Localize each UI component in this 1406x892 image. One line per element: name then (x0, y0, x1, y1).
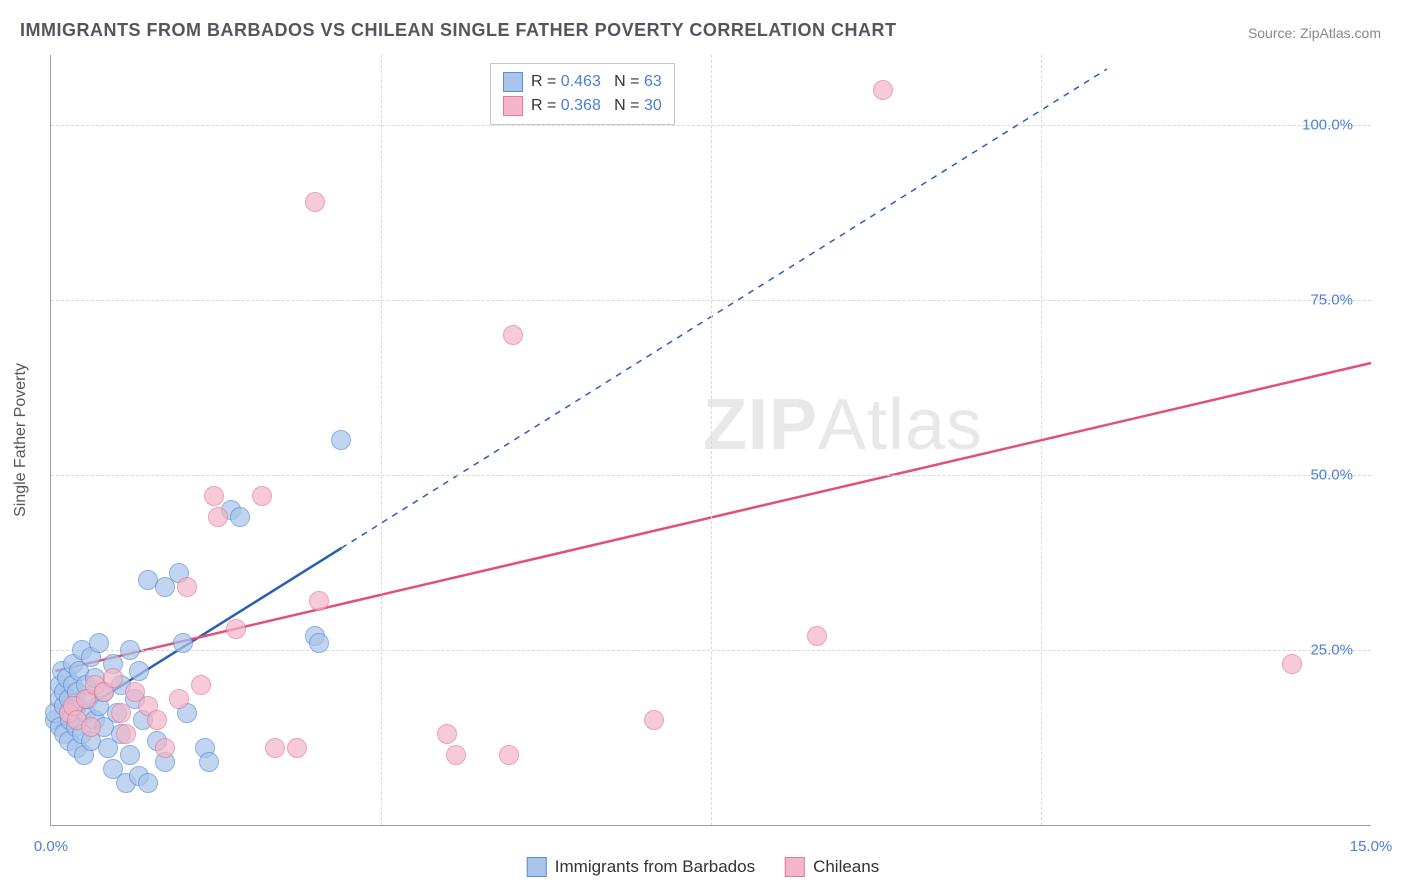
data-point (111, 703, 131, 723)
data-point (230, 507, 250, 527)
data-point (305, 192, 325, 212)
data-point (503, 325, 523, 345)
data-point (499, 745, 519, 765)
x-tick-label: 0.0% (34, 838, 68, 855)
y-tick-label: 100.0% (1302, 117, 1353, 134)
gridline-vertical (381, 55, 382, 825)
data-point (265, 738, 285, 758)
gridline-vertical (711, 55, 712, 825)
data-point (287, 738, 307, 758)
data-point (89, 633, 109, 653)
data-point (1282, 654, 1302, 674)
legend-label: Immigrants from Barbados (555, 857, 755, 877)
data-point (116, 724, 136, 744)
data-point (103, 668, 123, 688)
correlation-stats-legend: R = 0.463 N = 63 R = 0.368 N = 30 (490, 63, 675, 125)
legend-item: Immigrants from Barbados (527, 857, 755, 877)
data-point (191, 675, 211, 695)
data-point (199, 752, 219, 772)
data-point (177, 577, 197, 597)
y-axis-title: Single Father Poverty (12, 363, 30, 517)
data-point (147, 710, 167, 730)
chart-title: IMMIGRANTS FROM BARBADOS VS CHILEAN SING… (20, 20, 897, 41)
data-point (208, 507, 228, 527)
legend-stats-text: R = 0.368 N = 30 (531, 97, 662, 115)
data-point (807, 626, 827, 646)
legend-item: Chileans (785, 857, 879, 877)
legend-row: R = 0.463 N = 63 (503, 70, 662, 94)
y-tick-label: 25.0% (1310, 642, 1353, 659)
series-legend: Immigrants from Barbados Chileans (527, 857, 879, 877)
data-point (437, 724, 457, 744)
data-point (309, 591, 329, 611)
data-point (252, 486, 272, 506)
data-point (331, 430, 351, 450)
data-point (204, 486, 224, 506)
data-point (129, 661, 149, 681)
gridline-vertical (1041, 55, 1042, 825)
data-point (309, 633, 329, 653)
data-point (138, 773, 158, 793)
legend-swatch (503, 72, 523, 92)
data-point (226, 619, 246, 639)
data-point (81, 717, 101, 737)
data-point (446, 745, 466, 765)
legend-swatch (785, 857, 805, 877)
data-point (173, 633, 193, 653)
y-tick-label: 50.0% (1310, 467, 1353, 484)
data-point (155, 738, 175, 758)
legend-swatch (527, 857, 547, 877)
data-point (120, 745, 140, 765)
source-attribution: Source: ZipAtlas.com (1248, 25, 1381, 41)
legend-label: Chileans (813, 857, 879, 877)
legend-swatch (503, 96, 523, 116)
legend-row: R = 0.368 N = 30 (503, 94, 662, 118)
data-point (120, 640, 140, 660)
legend-stats-text: R = 0.463 N = 63 (531, 73, 662, 91)
scatter-plot-area: Single Father Poverty ZIPAtlas 25.0%50.0… (50, 55, 1371, 826)
data-point (169, 689, 189, 709)
x-tick-label: 15.0% (1350, 838, 1393, 855)
data-point (873, 80, 893, 100)
y-tick-label: 75.0% (1310, 292, 1353, 309)
data-point (644, 710, 664, 730)
